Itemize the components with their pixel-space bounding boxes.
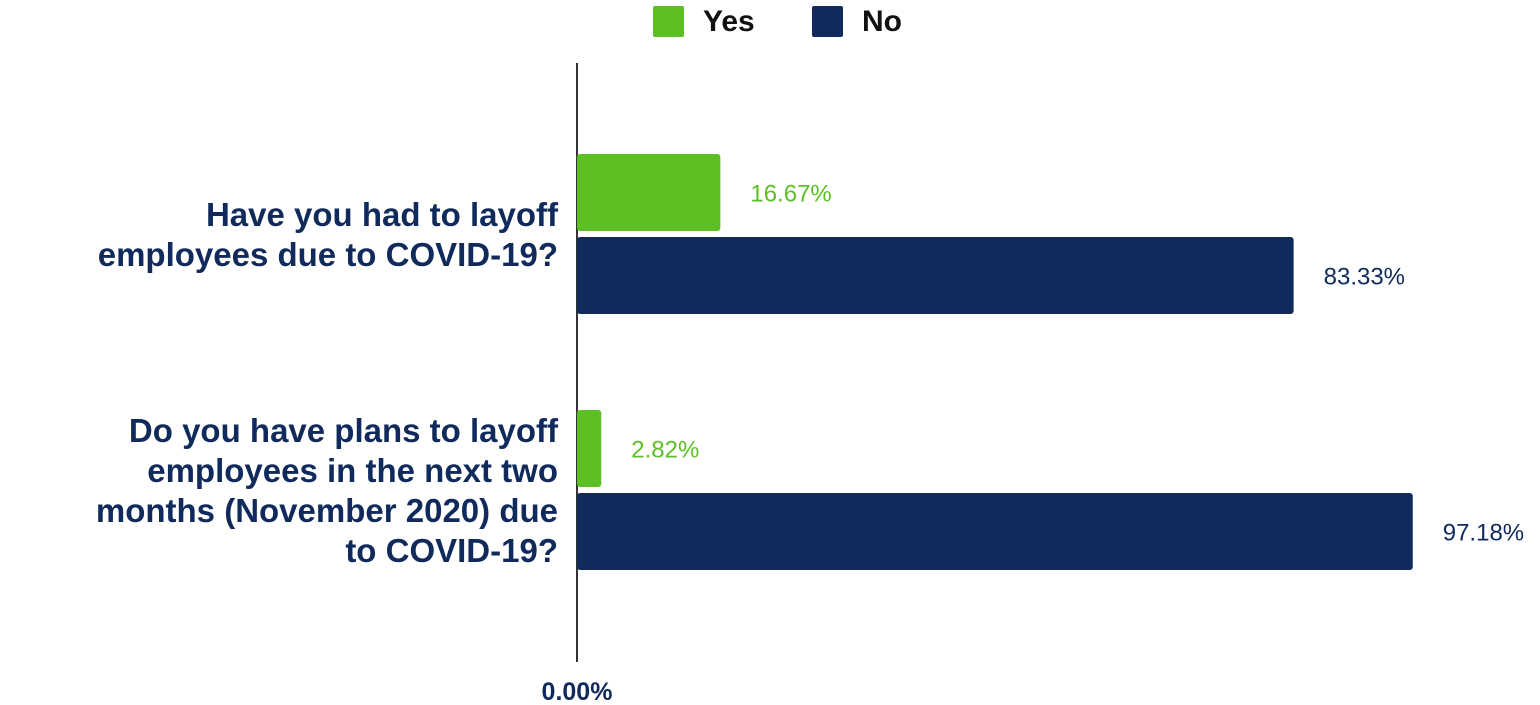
- data-label-yes-1: 16.67%: [750, 181, 831, 208]
- category-label: employees in the next two: [147, 452, 558, 489]
- legend: Yes No: [653, 5, 902, 38]
- bar-yes-2: [577, 410, 602, 487]
- category-label: employees due to COVID-19?: [98, 236, 558, 273]
- category-label: to COVID-19?: [345, 532, 558, 569]
- legend-swatch-yes: [653, 6, 684, 37]
- data-label-no-1: 83.33%: [1324, 264, 1405, 291]
- x-ticks: 0.00%: [542, 678, 613, 705]
- bar-no-1: [577, 237, 1294, 314]
- data-label-yes-2: 2.82%: [631, 437, 699, 464]
- data-label-no-2: 97.18%: [1443, 520, 1524, 547]
- legend-label-no: No: [862, 5, 902, 38]
- x-tick-label: 0.00%: [542, 678, 613, 705]
- bars: [577, 154, 1413, 570]
- category-label: Do you have plans to layoff: [129, 412, 559, 449]
- legend-label-yes: Yes: [703, 5, 755, 38]
- legend-swatch-no: [812, 6, 843, 37]
- category-label: months (November 2020) due: [96, 492, 558, 529]
- category-label: Have you had to layoff: [206, 196, 559, 233]
- bar-yes-1: [577, 154, 721, 231]
- bar-no-2: [577, 493, 1413, 570]
- value-labels: 16.67% 2.82% 83.33% 97.18%: [631, 181, 1524, 547]
